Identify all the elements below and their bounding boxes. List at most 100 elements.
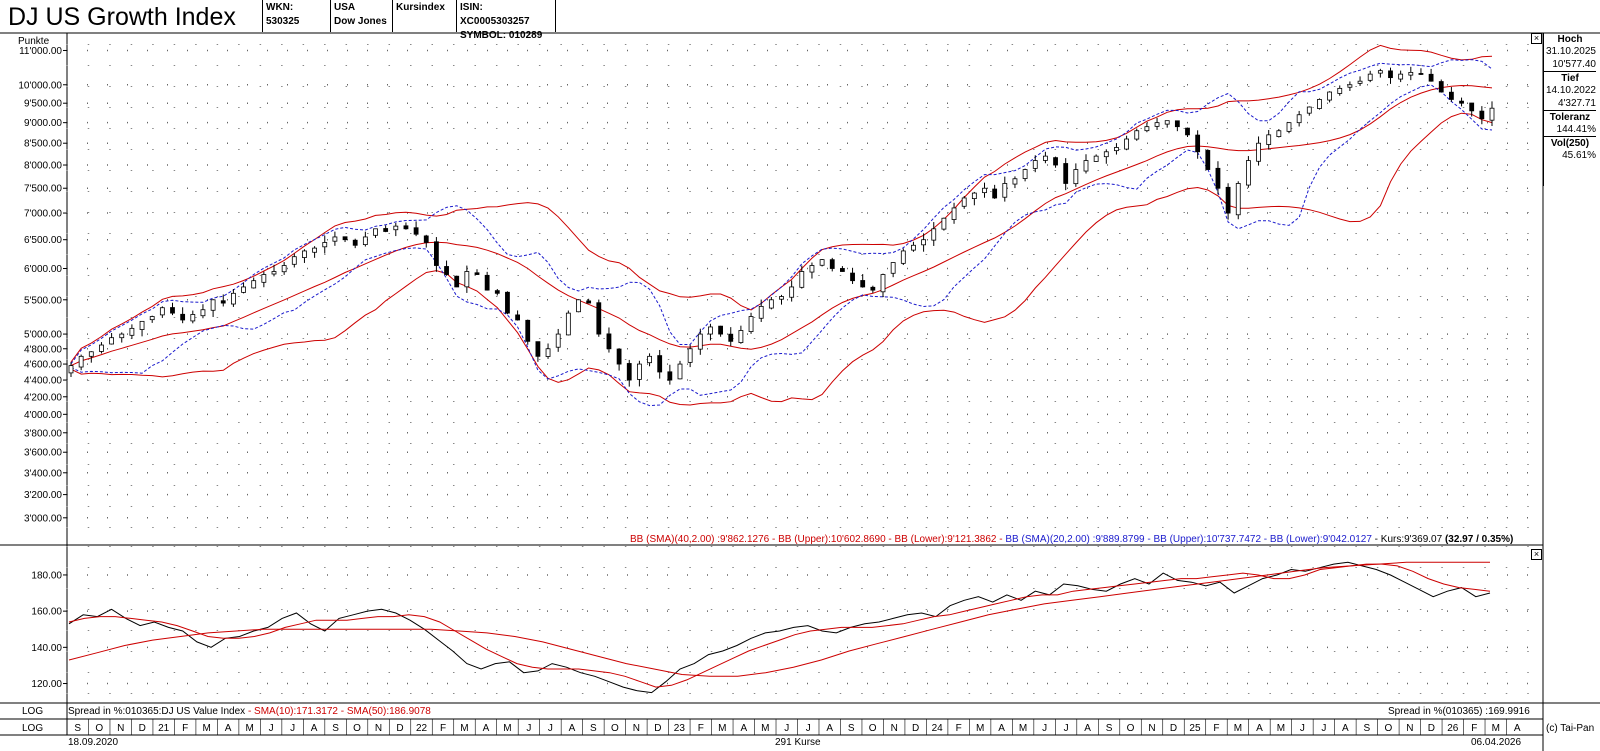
end-date: 06.04.2026 (1471, 737, 1522, 748)
x-tick-label: A (998, 723, 1005, 734)
candle-up (779, 296, 784, 300)
candle-down (1428, 73, 1434, 82)
candle-down (342, 236, 348, 241)
candle-down (454, 275, 460, 288)
x-tick-label: A (225, 723, 232, 734)
x-tick-label: A (311, 723, 318, 734)
candle-up (911, 244, 916, 251)
x-tick-label: N (117, 723, 124, 734)
candle-down (1063, 163, 1069, 184)
candle-up (971, 192, 977, 200)
x-axis: S O N D 21 F M A M J J A S O N D 22 F M A M J J A S O N D 23 F M A M J J A S… (66, 719, 1521, 735)
main-y-tick-label: 7'000.00 (24, 209, 62, 220)
bb40-lower-line (70, 112, 1493, 406)
main-y-tick-label: 4'600.00 (24, 360, 62, 371)
lower-y-tick-label: 140.00 (31, 643, 62, 654)
candle-up (637, 363, 642, 380)
x-tick-label: N (1406, 723, 1413, 734)
main-y-tick-label: 10'000.00 (18, 80, 62, 91)
lower-y-tick-label: 160.00 (31, 607, 62, 618)
close-main-pane-icon[interactable]: × (1531, 33, 1542, 44)
x-tick-label: 24 (932, 723, 944, 734)
close-lower-pane-icon[interactable]: × (1531, 549, 1542, 560)
candle-up (1306, 106, 1312, 114)
candle-up (708, 326, 713, 335)
candle-down (474, 272, 480, 275)
x-tick-label: J (548, 723, 553, 734)
main-y-tick-label: 7'500.00 (24, 184, 62, 195)
lower-grid (66, 546, 1529, 698)
candle-up (159, 307, 165, 316)
x-tick-label: D (912, 723, 919, 734)
bb20-upper-line (70, 59, 1493, 365)
x-tick-label: D (654, 723, 661, 734)
candle-down (657, 355, 663, 373)
candle-up (190, 314, 196, 322)
candle-up (687, 348, 693, 363)
main-y-tick-label: 11'000.00 (19, 46, 62, 57)
quote-count: 291 Kurse (775, 737, 821, 748)
candle-down (413, 227, 419, 235)
x-tick-label: O (869, 723, 877, 734)
x-tick-label: S (1106, 723, 1113, 734)
x-tick-label: O (1127, 723, 1135, 734)
candle-up (261, 274, 267, 283)
candle-up (1134, 130, 1140, 140)
x-tick-label: J (526, 723, 531, 734)
candle-up (1093, 155, 1099, 162)
tief-date: 14.10.2022 (1545, 85, 1596, 96)
candle-down (1215, 167, 1221, 189)
candle-down (1195, 134, 1201, 153)
candle-up (251, 280, 257, 289)
x-tick-label: M (761, 723, 769, 734)
spread-legend: Spread in %:010365:DJ US Value Index (68, 706, 248, 717)
candle-up (1022, 169, 1028, 179)
candle-up (697, 333, 703, 350)
candle-up (99, 344, 104, 352)
candle-up (565, 312, 571, 336)
candle-up (768, 299, 774, 309)
spread-lines (68, 561, 1491, 694)
kind-box: Kursindex (392, 0, 456, 32)
x-tick-label: S (332, 723, 339, 734)
candle-down (718, 325, 723, 335)
candle-up (1337, 87, 1343, 94)
main-y-tick-label: 8'000.00 (24, 161, 62, 172)
candle-up (291, 256, 297, 265)
candle-up (230, 292, 236, 305)
candle-down (220, 300, 226, 304)
candle-up (149, 316, 155, 321)
candle-down (1459, 100, 1464, 104)
lower-y-tick-label: 180.00 (31, 570, 62, 581)
x-tick-label: F (956, 723, 962, 734)
main-y-tick-label: 3'000.00 (24, 513, 62, 524)
candle-up (88, 351, 94, 357)
candle-up (210, 299, 216, 311)
x-tick-label: J (1321, 723, 1326, 734)
candle-up (1398, 73, 1404, 80)
x-tick-label: J (806, 723, 811, 734)
chart-frames (0, 32, 1600, 751)
candle-up (647, 355, 652, 364)
candle-down (850, 272, 855, 282)
x-tick-label: J (290, 723, 295, 734)
x-tick-label: M (1019, 723, 1027, 734)
x-tick-label: S (848, 723, 855, 734)
candle-up (951, 207, 957, 220)
candle-up (921, 239, 926, 246)
x-tick-label: M (1492, 723, 1500, 734)
spread-line (68, 561, 1491, 694)
candle-up (1114, 147, 1119, 152)
candle-up (1317, 99, 1322, 109)
y-axis-unit-label: Punkte (18, 36, 50, 47)
x-tick-label: D (139, 723, 146, 734)
x-tick-label: A (1514, 723, 1521, 734)
chart-header: DJ US Growth Index WKN: 530325 USA Dow J… (0, 0, 1600, 41)
wkn-label: WKN: 530325 (266, 2, 300, 27)
candle-up (1286, 122, 1292, 132)
candle-down (535, 341, 541, 357)
candle-up (78, 355, 84, 368)
candle-down (596, 302, 602, 335)
candle-down (860, 280, 866, 288)
candle-up (1357, 80, 1363, 84)
